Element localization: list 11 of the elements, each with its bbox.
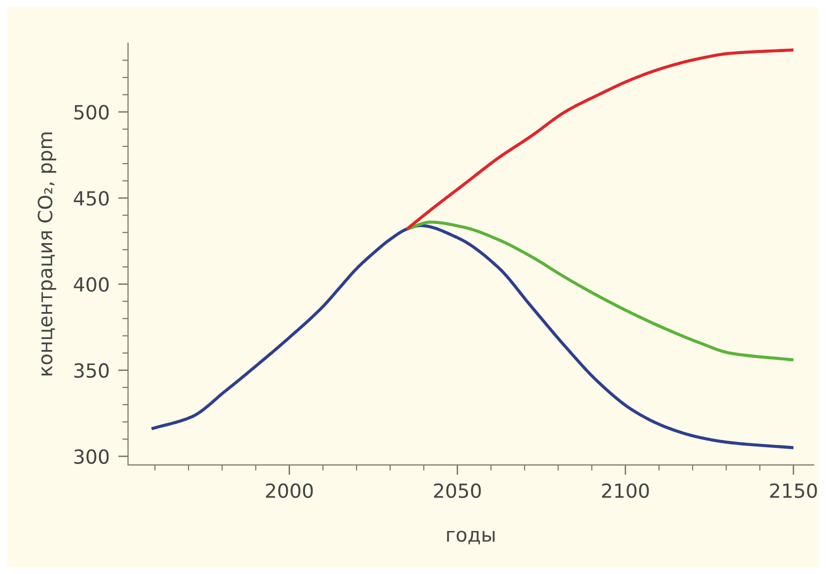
y-tick-label: 300 xyxy=(74,449,109,464)
x-tick-label: 2100 xyxy=(602,483,649,498)
y-tick-label: 450 xyxy=(74,190,109,206)
x-axis-title: годы xyxy=(447,530,495,544)
x-tick-label: 2050 xyxy=(434,483,481,498)
y-tick-label: 350 xyxy=(74,363,109,378)
y-tick-label: 500 xyxy=(74,104,109,120)
y-tick-label: 400 xyxy=(74,277,109,292)
x-tick-label: 2000 xyxy=(266,483,313,498)
y-axis-title: концентрация CO₂, ppm xyxy=(38,132,56,376)
x-tick-label: 2150 xyxy=(770,483,817,498)
